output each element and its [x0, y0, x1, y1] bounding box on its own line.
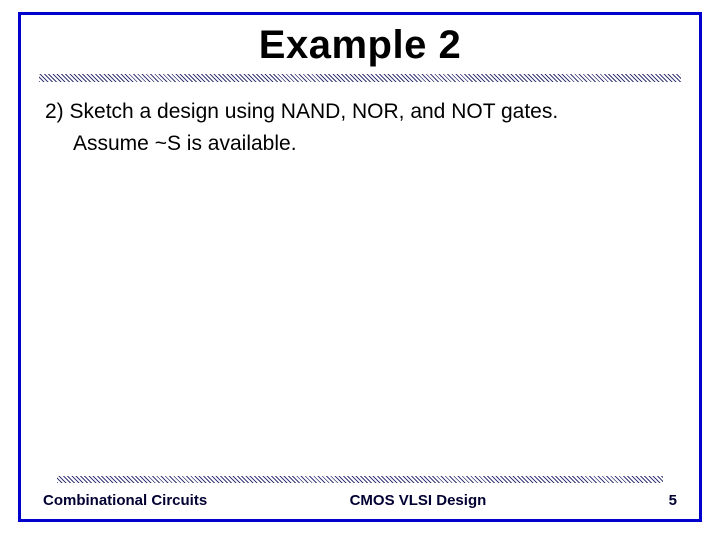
body-line-2: Assume ~S is available.: [21, 126, 699, 158]
slide-title: Example 2: [21, 15, 699, 72]
footer-page-number: 5: [669, 492, 677, 509]
divider-bottom: [57, 476, 663, 483]
slide-frame: Example 2 2) Sketch a design using NAND,…: [18, 12, 702, 522]
footer-center: CMOS VLSI Design: [167, 492, 668, 509]
divider-top: [39, 74, 681, 82]
body-line-1: 2) Sketch a design using NAND, NOR, and …: [21, 94, 699, 126]
footer: Combinational Circuits CMOS VLSI Design …: [43, 492, 677, 509]
